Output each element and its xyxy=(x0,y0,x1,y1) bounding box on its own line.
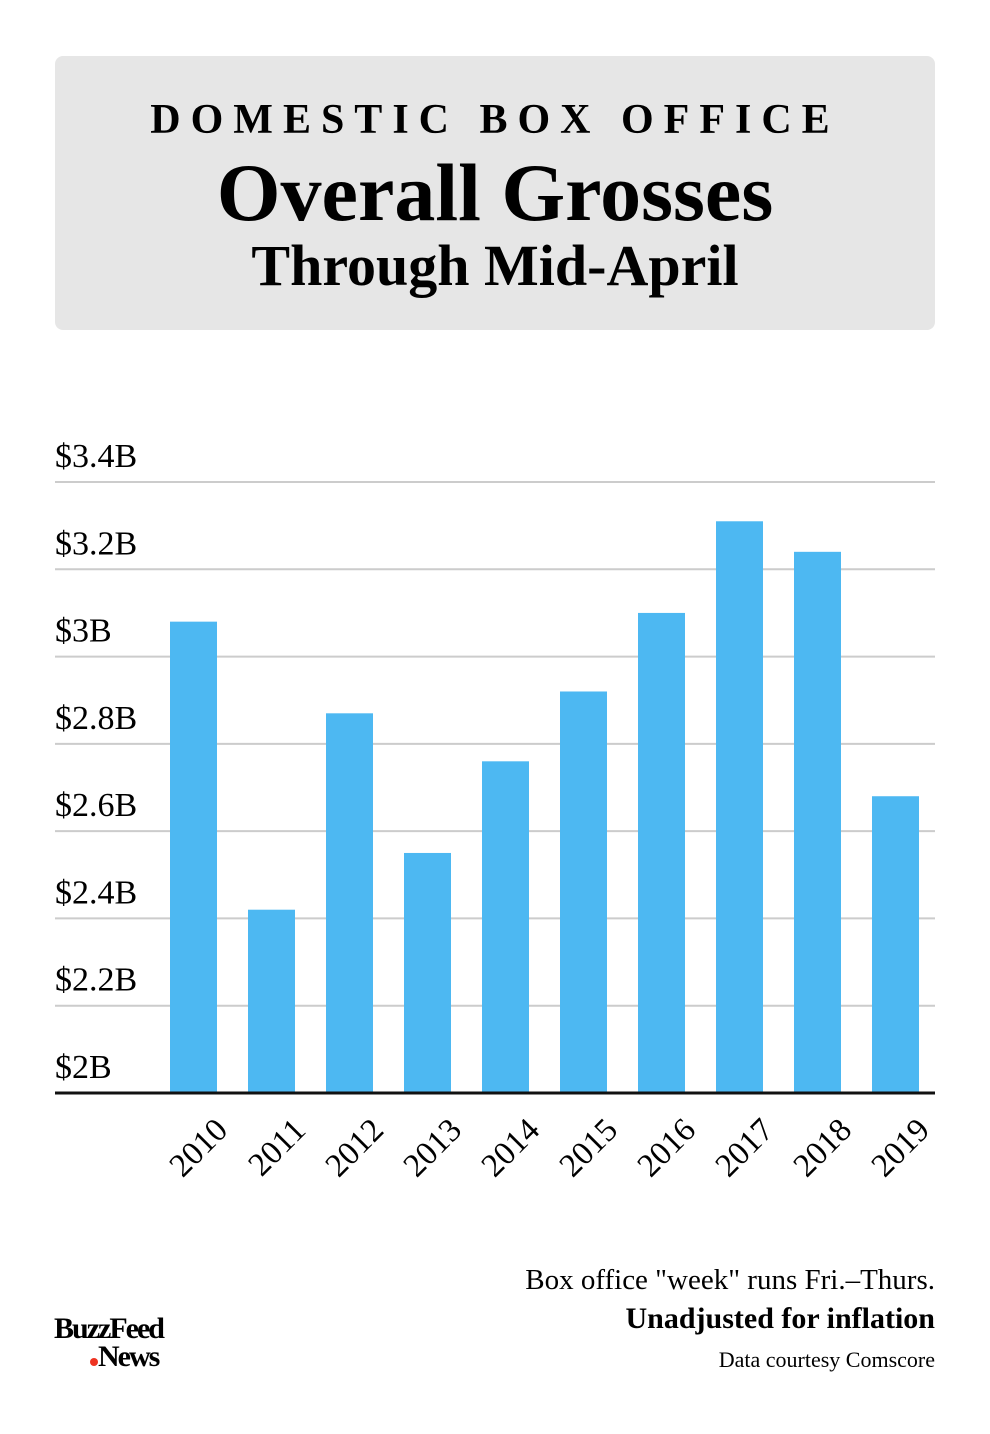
note: Box office "week" runs Fri.–Thurs. xyxy=(525,1264,935,1296)
bar xyxy=(560,691,607,1093)
y-tick-label: $2.6B xyxy=(55,787,137,824)
header-box xyxy=(55,56,935,330)
x-tick-label: 2016 xyxy=(631,1112,703,1184)
logo-text: News xyxy=(98,1340,160,1373)
y-tick-label: $2.2B xyxy=(55,962,137,999)
bar xyxy=(794,551,841,1093)
y-tick-label: $3B xyxy=(55,613,112,650)
y-tick-label: $3.2B xyxy=(55,525,137,562)
bar xyxy=(872,796,919,1093)
bar xyxy=(170,621,217,1093)
bar xyxy=(716,521,763,1093)
chart-subtitle: Through Mid-April xyxy=(251,233,738,298)
y-tick-label: $2B xyxy=(55,1049,112,1086)
x-tick-label: 2013 xyxy=(397,1112,469,1184)
y-tick-label: $2.4B xyxy=(55,874,137,911)
y-tick-label: $3.4B xyxy=(55,438,137,475)
note: Data courtesy Comscore xyxy=(719,1347,935,1372)
x-tick-label: 2011 xyxy=(242,1112,313,1183)
x-tick-label: 2017 xyxy=(709,1112,781,1184)
kicker: DOMESTIC BOX OFFICE xyxy=(150,97,839,143)
x-tick-label: 2015 xyxy=(553,1112,625,1184)
y-tick-label: $2.8B xyxy=(55,700,137,737)
bar xyxy=(638,612,685,1093)
x-tick-label: 2010 xyxy=(163,1112,235,1184)
chart-title: Overall Grosses xyxy=(217,147,773,238)
bar xyxy=(404,852,451,1093)
logo-text: BuzzFeed xyxy=(54,1312,165,1345)
bar xyxy=(482,761,529,1093)
x-tick-label: 2012 xyxy=(319,1112,391,1184)
bar xyxy=(326,713,373,1093)
note: Unadjusted for inflation xyxy=(626,1302,936,1335)
bar xyxy=(248,909,295,1093)
logo-dot xyxy=(90,1358,98,1366)
x-tick-label: 2018 xyxy=(787,1112,859,1184)
x-tick-label: 2014 xyxy=(475,1112,547,1184)
x-tick-label: 2019 xyxy=(865,1112,937,1184)
